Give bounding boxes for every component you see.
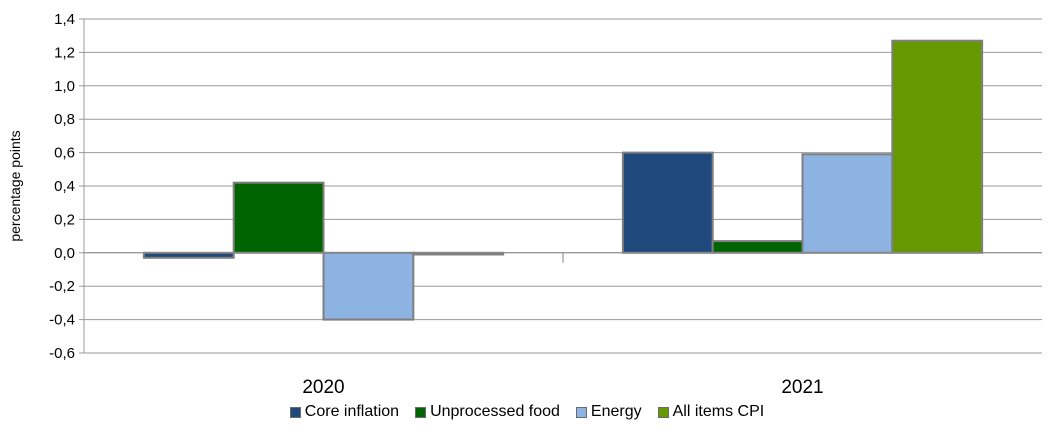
x-category-label: 2021	[781, 377, 823, 398]
legend-swatch	[575, 406, 587, 418]
y-tick-label: -0,2	[49, 278, 75, 295]
bars	[142, 39, 984, 321]
bar	[621, 151, 714, 254]
y-tick-label: 0,0	[54, 245, 75, 262]
legend-label: Core inflation	[304, 403, 400, 420]
bar	[142, 251, 235, 259]
legend-item: All items CPI	[657, 403, 765, 421]
chart-canvas: 1,4 1,2 1,0 0,8 0,6 0,4 0,2 0,0 -0,2 -0,4 -0,6 2020…	[7, 11, 1042, 398]
bar	[232, 181, 325, 254]
y-tick-label: 1,4	[54, 11, 75, 28]
y-axis-label: percentage points	[7, 130, 23, 241]
bar	[891, 39, 984, 254]
y-tick-label: 0,6	[54, 145, 75, 162]
y-tick-label: 0,8	[54, 111, 75, 128]
legend-item: Unprocessed food	[415, 403, 560, 421]
axes: 1,4 1,2 1,0 0,8 0,6 0,4 0,2 0,0 -0,2 -0,4 -0,6 2020…	[49, 11, 1042, 398]
legend-label: Energy	[590, 403, 642, 420]
y-tick-label: 1,2	[54, 44, 75, 61]
legend-swatch	[289, 406, 301, 418]
y-tick-label: 1,0	[54, 78, 75, 95]
legend-swatch	[657, 406, 669, 418]
y-tick-label: 0,2	[54, 211, 75, 228]
bar	[322, 251, 415, 321]
y-tick-label: -0,4	[49, 312, 75, 329]
y-tick-label: -0,6	[49, 345, 75, 362]
x-category-label: 2020	[302, 377, 344, 398]
legend-item: Core inflation	[289, 403, 400, 421]
bar	[801, 153, 894, 254]
y-tick-label: 0,4	[54, 178, 75, 195]
legend-swatch	[415, 406, 427, 418]
legend-label: All items CPI	[672, 403, 765, 420]
legend: Core inflation Unprocessed food Energy All …	[0, 403, 1054, 421]
bar	[711, 240, 804, 254]
legend-label: Unprocessed food	[430, 403, 560, 420]
legend-item: Energy	[575, 403, 642, 421]
